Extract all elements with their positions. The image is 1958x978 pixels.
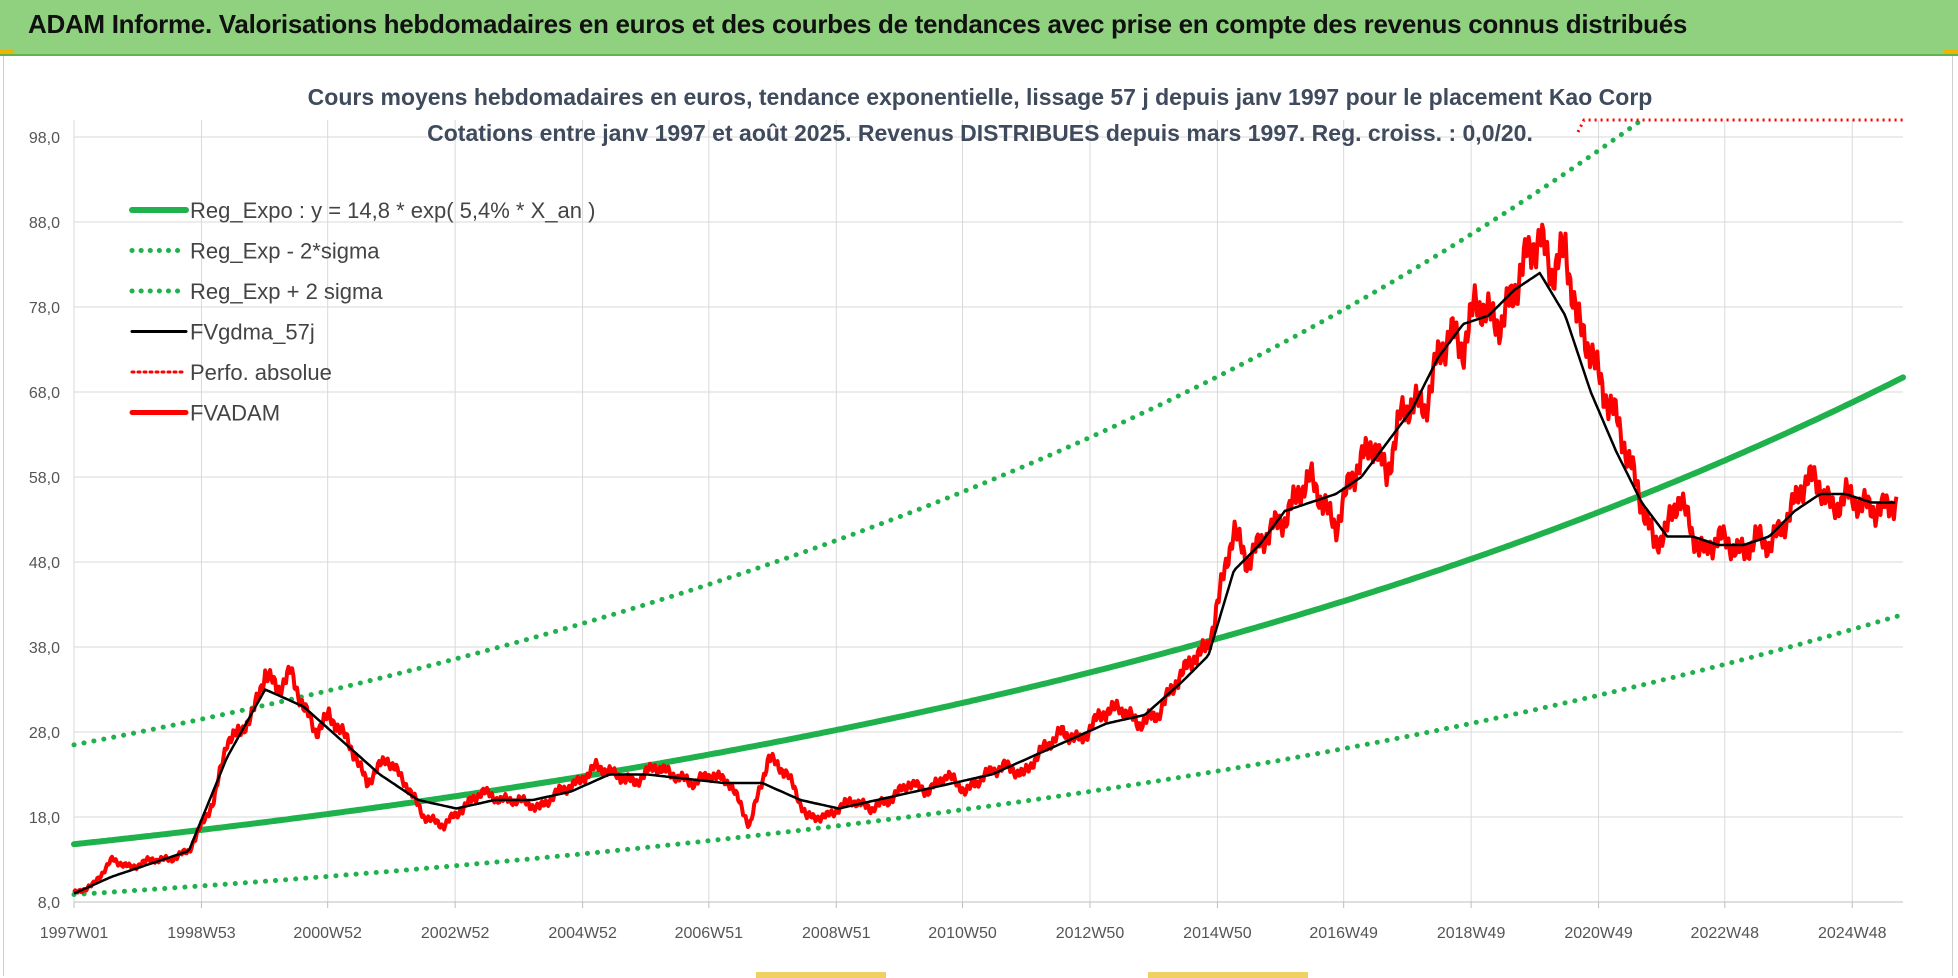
header-banner: ADAM Informe. Valorisations hebdomadaire… <box>0 0 1958 56</box>
x-tick-label: 2012W50 <box>1056 925 1125 942</box>
x-tick-label: 2018W49 <box>1437 925 1506 942</box>
x-tick-label: 1997W01 <box>40 925 109 942</box>
legend-label-perfo: Perfo. absolue <box>190 360 332 385</box>
bottom-tab-marker <box>756 972 886 978</box>
y-tick-label: 68,0 <box>29 385 60 402</box>
x-tick-label: 2014W50 <box>1183 925 1252 942</box>
chart-title: Cours moyens hebdomadaires en euros, ten… <box>308 84 1653 110</box>
y-tick-label: 18,0 <box>29 810 60 827</box>
x-tick-label: 2024W48 <box>1818 925 1887 942</box>
x-tick-label: 2020W49 <box>1564 925 1633 942</box>
bottom-tab-marker <box>1148 972 1308 978</box>
x-tick-label: 2000W52 <box>293 925 362 942</box>
legend-label-reg_expo: Reg_Expo : y = 14,8 * exp( 5,4% * X_an ) <box>190 198 595 223</box>
x-tick-label: 2004W52 <box>548 925 617 942</box>
chart-frame <box>3 56 1953 976</box>
y-tick-label: 38,0 <box>29 640 60 657</box>
corner-marker-right <box>1944 50 1958 54</box>
y-tick-label: 78,0 <box>29 300 60 317</box>
y-tick-label: 28,0 <box>29 725 60 742</box>
y-tick-label: 88,0 <box>29 215 60 232</box>
grid-lines <box>73 120 1903 903</box>
legend-label-fvgdma: FVgdma_57j <box>190 320 315 345</box>
chart-subtitle: Cotations entre janv 1997 et août 2025. … <box>427 120 1533 146</box>
y-tick-label: 48,0 <box>29 555 60 572</box>
series-perfo-absolue <box>1576 118 1903 133</box>
series-fvadam <box>72 222 1899 895</box>
series-fvgdma <box>73 271 1896 895</box>
y-tick-label: 98,0 <box>29 130 60 147</box>
y-tick-label: 8,0 <box>38 895 60 912</box>
x-tick-label: 2010W50 <box>928 925 997 942</box>
y-tick-label: 58,0 <box>29 470 60 487</box>
y-axis: 98,0 88,0 78,0 68,0 58,0 48,0 38,0 28,0 18,0 8,0 <box>29 130 60 912</box>
series-group <box>71 117 1906 897</box>
x-tick-label: 2016W49 <box>1309 925 1378 942</box>
x-tick-label: 2002W52 <box>421 925 490 942</box>
x-tick-label: 2008W51 <box>802 925 871 942</box>
x-axis: 1997W01 1998W53 2000W52 2002W52 2004W52 2006W… <box>40 901 1903 942</box>
series-reg-expo <box>71 374 1906 848</box>
x-tick-label: 1998W53 <box>167 925 236 942</box>
legend-label-fvadam: FVADAM <box>190 401 280 426</box>
corner-marker-left <box>0 50 14 54</box>
legend-label-plus2: Reg_Exp + 2 sigma <box>190 279 383 304</box>
legend: Reg_Expo : y = 14,8 * exp( 5,4% * X_an )… <box>129 198 595 426</box>
legend-label-minus2: Reg_Exp - 2*sigma <box>190 239 380 264</box>
series-reg-minus-2-sigma <box>71 611 1906 897</box>
x-tick-label: 2006W51 <box>675 925 744 942</box>
x-tick-label: 2022W48 <box>1691 925 1760 942</box>
banner-title: ADAM Informe. Valorisations hebdomadaire… <box>28 9 1688 39</box>
